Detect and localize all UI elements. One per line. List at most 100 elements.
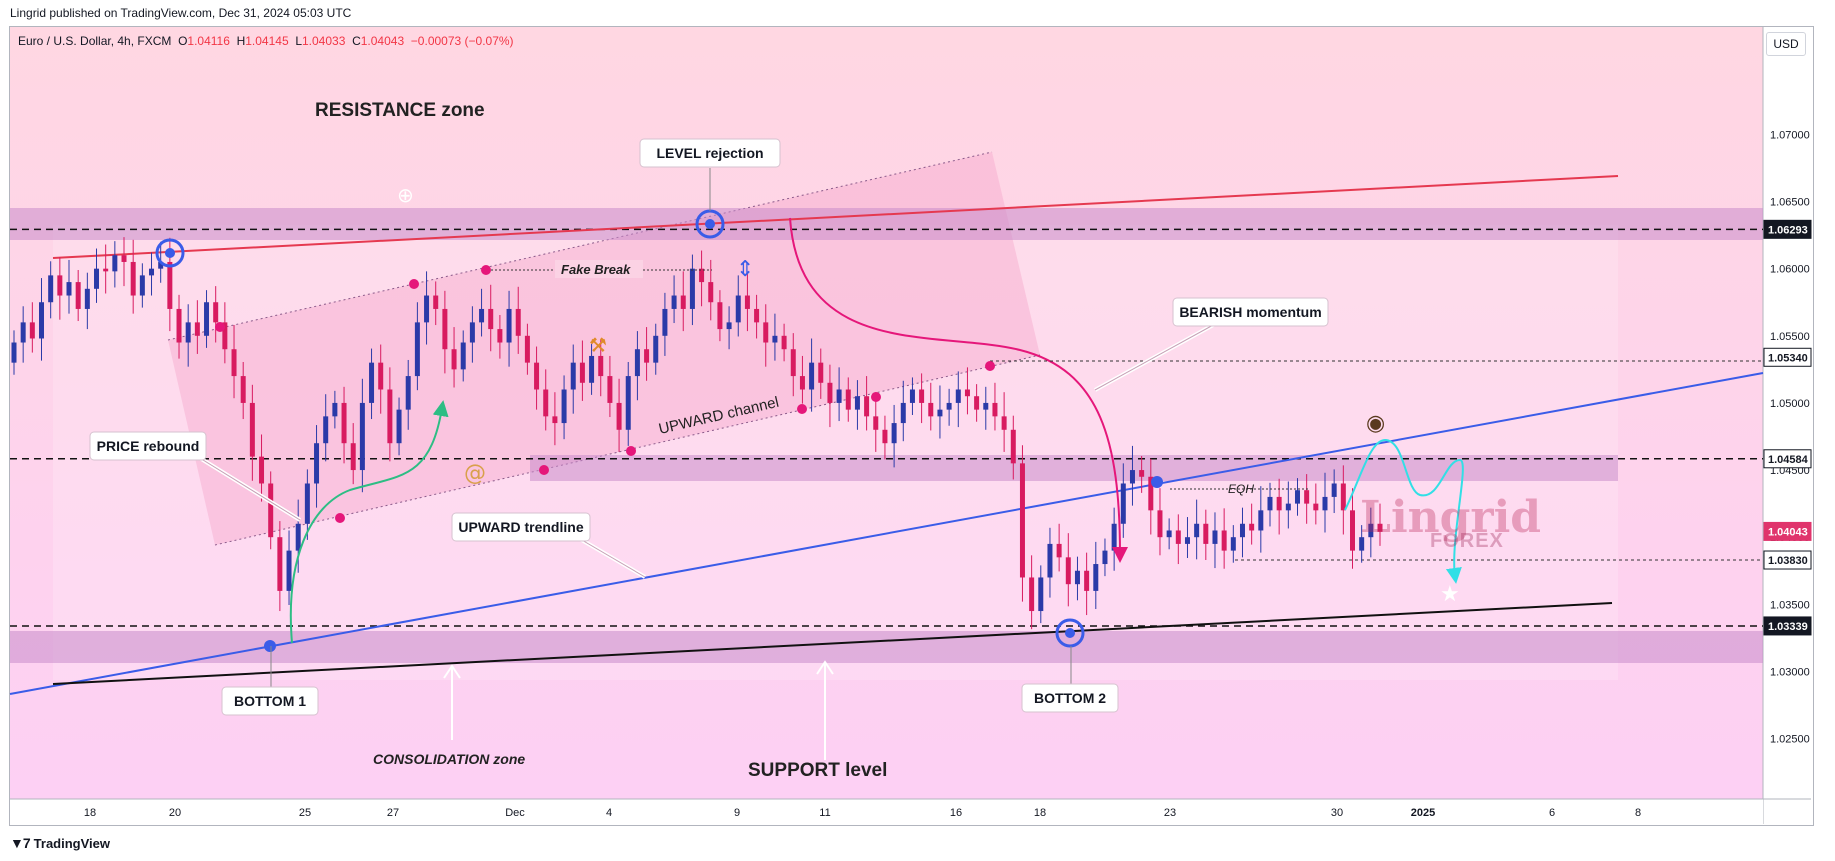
candle-body [790,349,796,377]
candle-body [1038,577,1044,612]
candle-body [818,362,824,383]
currency-button[interactable]: USD [1766,32,1806,56]
candle-body [1102,550,1108,565]
candle-body [900,402,906,424]
candle-body [598,355,604,377]
upward-trendline [9,372,1764,695]
candle-body [1359,537,1365,551]
candle-body [671,295,677,309]
x-tick-label: 18 [84,807,96,819]
callout-label: LEVEL rejection [656,145,763,161]
candle-body [1194,523,1200,538]
candle-body [295,523,301,551]
change-value: −0.00073 (−0.07%) [410,34,514,48]
candle-body [66,282,72,296]
x-tick-label: 6 [1549,807,1555,819]
chart-frame [9,26,1814,826]
price-tag [1763,521,1812,541]
y-tick-label: 1.02500 [1770,734,1810,746]
candle-body [1203,523,1209,544]
candle-body [543,389,549,417]
candle-body [231,349,237,377]
candle-body [1047,543,1053,578]
candle-body [1340,483,1346,511]
callout-label: UPWARD trendline [458,519,583,535]
candle-body [1212,530,1218,544]
candle-body [864,396,870,417]
time-axis-panel [10,799,1763,824]
candle-body [1304,490,1310,504]
candle-body [94,268,100,289]
candle-body [1157,510,1163,538]
channel-upper-line [167,151,993,341]
candle-body [20,322,26,343]
candle-body [699,268,705,283]
candle-body [268,483,274,538]
candle-body [240,376,246,403]
tradingview-logo[interactable]: ▼⁠7 TradingView [10,835,110,851]
callout-box [639,138,781,168]
candle-body [1239,523,1245,538]
rebound-arrow [289,400,449,644]
pivot-dot [985,361,995,371]
callout-label: BOTTOM 1 [234,693,306,709]
candle-body [1120,483,1126,524]
candle-body [1349,510,1355,551]
candle-body [1322,496,1328,511]
pivot-dot [539,465,549,475]
x-tick-label: 4 [606,807,612,819]
high-value: 1.04145 [245,34,289,48]
callout-box [1021,683,1119,713]
candle-body [277,537,283,591]
resistance-zone-box [10,208,1763,240]
candle-body [323,416,329,444]
candle-body [57,275,63,296]
x-tick-label: 18 [1034,807,1046,819]
x-tick-label: Dec [505,807,525,819]
resistance-zone-label: RESISTANCE zone [315,100,485,121]
candle-body [176,308,182,343]
callout-box [221,686,319,716]
candle-body [75,282,81,309]
low-value: 1.04033 [302,34,346,48]
candle-body [259,456,265,484]
candle-body [1258,510,1264,531]
candle-body [1175,530,1181,544]
candle-body [139,275,145,296]
candle-body [158,261,164,269]
candle-body [149,268,155,276]
blue-markers [155,209,1163,652]
star-icon: ★ [1440,582,1460,607]
marker-bottom2 [1055,618,1085,648]
candle-body [1129,470,1135,484]
candle-body [781,335,787,350]
candle-body [194,322,200,336]
candle-body [121,255,127,262]
price-tag [1763,347,1812,367]
y-tick-label: 1.03000 [1770,666,1810,678]
candle-body [433,295,439,309]
candle-body [1010,429,1016,464]
candle-body [955,389,961,403]
price-tag [1763,616,1812,636]
candle-body [314,443,320,484]
marker-top1 [155,238,185,268]
candle-body [479,308,485,323]
candle-body [213,302,219,323]
price-tag-label: 1.03830 [1768,555,1808,567]
y-tick-label: 1.05000 [1770,398,1810,410]
candle-body [1276,496,1282,511]
arrows-icon: ⇕ [736,257,754,282]
publisher-line: Lingrid published on TradingView.com, De… [10,6,352,20]
candle-body [680,295,686,309]
support-trendline [52,602,1613,685]
candle-body [497,329,503,343]
pivot-dot [871,392,881,402]
candle-body [1166,530,1172,538]
price-tag-label: 1.06293 [1768,224,1808,236]
pivot-dot [481,265,491,275]
candle-body [1267,496,1273,511]
candle-body [1148,476,1154,511]
resistance-line [52,175,1619,259]
